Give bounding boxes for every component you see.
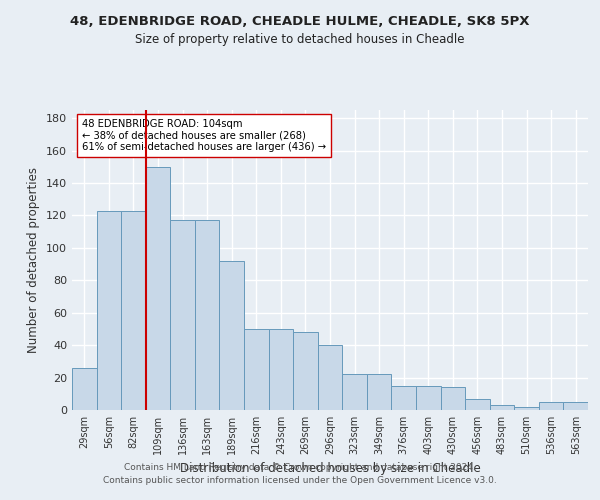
Y-axis label: Number of detached properties: Number of detached properties (28, 167, 40, 353)
Bar (244, 329, 269, 410)
Bar (391, 386, 416, 410)
Text: Size of property relative to detached houses in Cheadle: Size of property relative to detached ho… (135, 32, 465, 46)
Bar (514, 407, 539, 410)
Bar (121, 210, 146, 410)
Bar (269, 329, 293, 410)
Bar (318, 345, 342, 410)
X-axis label: Distribution of detached houses by size in Cheadle: Distribution of detached houses by size … (179, 462, 481, 475)
Bar (465, 398, 490, 410)
Bar (367, 374, 391, 410)
Bar (440, 388, 465, 410)
Bar (416, 386, 440, 410)
Bar (146, 167, 170, 410)
Bar (220, 261, 244, 410)
Bar (490, 405, 514, 410)
Text: 48, EDENBRIDGE ROAD, CHEADLE HULME, CHEADLE, SK8 5PX: 48, EDENBRIDGE ROAD, CHEADLE HULME, CHEA… (70, 15, 530, 28)
Bar (539, 402, 563, 410)
Text: Contains public sector information licensed under the Open Government Licence v3: Contains public sector information licen… (103, 476, 497, 485)
Text: 48 EDENBRIDGE ROAD: 104sqm
← 38% of detached houses are smaller (268)
61% of sem: 48 EDENBRIDGE ROAD: 104sqm ← 38% of deta… (82, 119, 326, 152)
Bar (563, 402, 588, 410)
Bar (97, 210, 121, 410)
Text: Contains HM Land Registry data © Crown copyright and database right 2024.: Contains HM Land Registry data © Crown c… (124, 464, 476, 472)
Bar (170, 220, 195, 410)
Bar (342, 374, 367, 410)
Bar (195, 220, 220, 410)
Bar (293, 332, 318, 410)
Bar (72, 368, 97, 410)
